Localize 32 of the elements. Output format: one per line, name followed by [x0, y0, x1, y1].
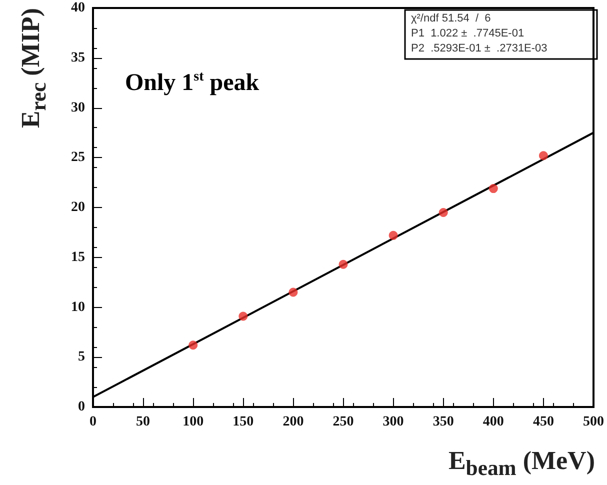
y-tick-label: 35: [71, 50, 85, 66]
x-tick-label: 400: [482, 414, 504, 430]
y-tick-label: 25: [71, 150, 85, 166]
x-axis-title: E$_{beam}$ (MeV): [448, 446, 595, 480]
y-tick-label: 40: [71, 0, 85, 16]
point: [188, 340, 198, 350]
point: [388, 230, 398, 240]
x-tick-label: 150: [232, 414, 254, 430]
x-tick-label: 300: [382, 414, 404, 430]
y-tick-label: 20: [71, 200, 85, 215]
x-tick-label: 100: [182, 414, 204, 430]
point: [288, 288, 298, 297]
y-tick-label: 5: [78, 350, 85, 365]
y-tick-label: 30: [71, 100, 85, 116]
point: [438, 208, 448, 217]
y-tick-label: 0: [78, 400, 85, 414]
y-tick-label: 10: [71, 300, 85, 315]
x-tick-label: 350: [432, 414, 454, 430]
y-tick-label: 15: [71, 250, 85, 265]
x-tick-label: 450: [532, 414, 554, 430]
point: [488, 184, 498, 194]
x-tick-label: 200: [282, 414, 304, 430]
point: [238, 312, 248, 321]
annotation: P2 .5293E-01 ± .2731E-03: [411, 42, 548, 54]
annotation: P1 1.022 ± .7745E-01: [411, 28, 524, 40]
annotation: χ²/ndf 51.54 / 6: [411, 12, 491, 24]
x-tick-label: 500: [583, 414, 604, 430]
x-tick-label: 0: [90, 414, 96, 430]
x-tick-label: 250: [332, 414, 354, 430]
point: [338, 260, 348, 269]
x-tick-label: 50: [136, 414, 150, 430]
point: [538, 151, 548, 160]
